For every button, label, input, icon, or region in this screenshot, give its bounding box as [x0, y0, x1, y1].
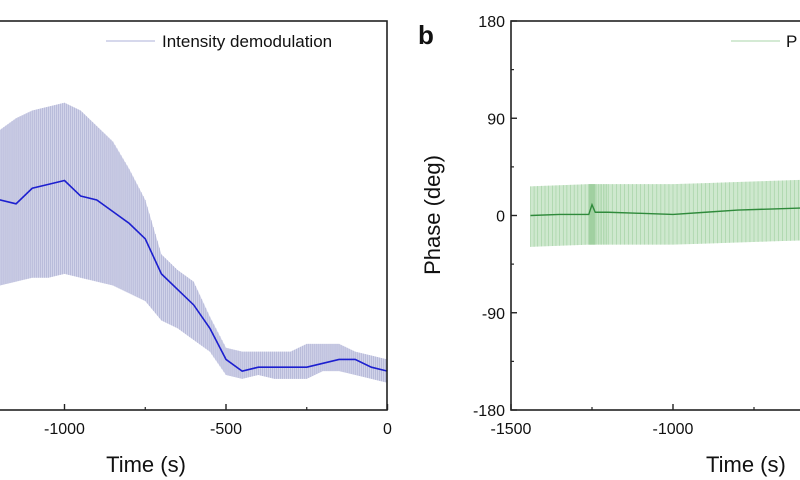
legend-label-a: Intensity demodulation: [162, 32, 332, 51]
x-tick-label: -1000: [653, 421, 694, 438]
plot-frame-a: [0, 20, 388, 411]
x-ticks-a: -1000 -500 0: [44, 404, 392, 438]
x-tick-label: -1500: [491, 421, 532, 438]
intensity-mean-line: [0, 179, 388, 372]
x-axis-title-b: Time (s): [706, 452, 786, 477]
chart-b: b -1500 -1000 180 90 0 -90 -180 P Time (s) Pha…: [418, 14, 800, 477]
panel-label-b: b: [418, 20, 434, 50]
y-tick-label: -90: [482, 306, 505, 323]
y-axis-title-b: Phase (deg): [420, 155, 445, 275]
intensity-band-hatch: [0, 102, 386, 383]
chart-a: -1000 -500 0 Intensity demodulation Time (…: [0, 20, 392, 477]
y-tick-label: -180: [473, 403, 505, 420]
intensity-band: [0, 102, 388, 383]
legend-label-b: P: [786, 32, 797, 51]
x-tick-label: 0: [383, 421, 392, 438]
y-tick-label: 0: [496, 209, 505, 226]
x-axis-title-a: Time (s): [106, 452, 186, 477]
ticks-b: -1500 -1000 180 90 0 -90 -180: [473, 14, 755, 438]
phase-band-hatch: [530, 179, 799, 247]
y-tick-label: 90: [487, 111, 505, 128]
phase-mean-line: [530, 202, 800, 217]
x-tick-label: -1000: [44, 421, 85, 438]
y-tick-label: 180: [478, 14, 505, 31]
phase-band: [530, 179, 800, 247]
x-tick-label: -500: [210, 421, 242, 438]
